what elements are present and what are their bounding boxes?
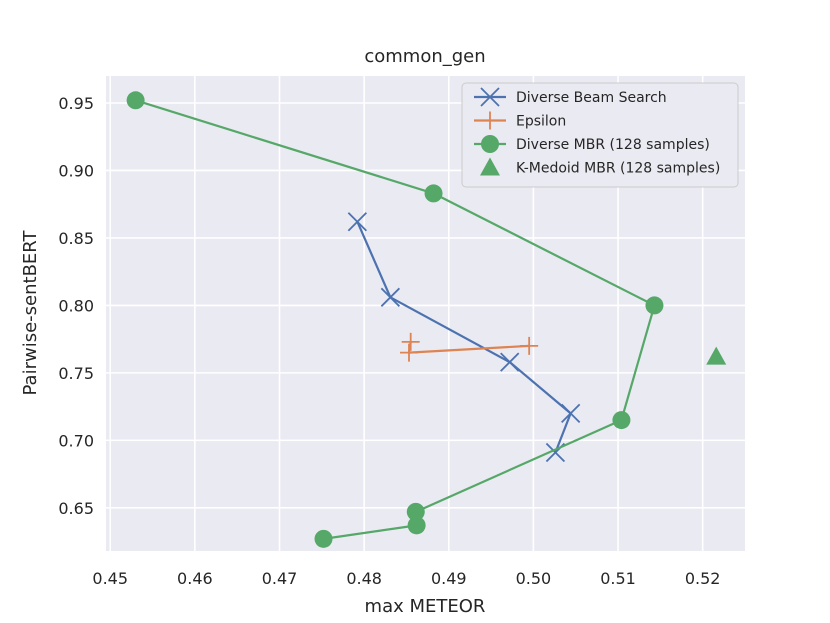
data-point <box>380 287 401 307</box>
y-tick-label: 0.95 <box>58 94 94 113</box>
legend-marker <box>481 111 499 130</box>
series-3 <box>706 346 727 365</box>
legend-label: Epsilon <box>516 114 566 130</box>
data-point <box>399 343 418 362</box>
y-axis-label: Pairwise-sentBERT <box>20 230 41 396</box>
legend: Diverse Beam Search Epsilon Diverse MBR (1… <box>461 82 739 188</box>
legend-label: K-Medoid MBR (128 samples) <box>516 161 720 177</box>
data-point <box>126 91 145 110</box>
data-point <box>347 212 368 232</box>
legend-label: Diverse Beam Search <box>516 90 667 106</box>
legend-box <box>461 82 739 188</box>
x-tick-label: 0.50 <box>516 569 552 588</box>
y-tick-label: 0.90 <box>58 161 94 180</box>
y-tick-label: 0.65 <box>58 499 94 518</box>
series-layer <box>126 91 727 548</box>
legend-label: Diverse MBR (128 samples) <box>516 137 710 153</box>
y-tick-label: 0.70 <box>58 431 94 450</box>
x-tick-label: 0.49 <box>431 569 467 588</box>
data-point <box>401 332 420 351</box>
y-tick-label: 0.85 <box>58 229 94 248</box>
x-tick-label: 0.52 <box>685 569 721 588</box>
x-tick-label: 0.45 <box>92 569 128 588</box>
legend-item: Diverse MBR (128 samples) <box>474 135 710 153</box>
data-point <box>520 336 539 355</box>
legend-item: Epsilon <box>474 111 566 130</box>
series-2 <box>126 91 664 548</box>
legend-item: Diverse Beam Search <box>474 87 667 107</box>
data-point <box>424 184 443 203</box>
data-point <box>406 502 425 521</box>
data-point <box>612 411 631 430</box>
data-point <box>500 352 520 372</box>
data-point <box>407 516 426 535</box>
data-point <box>561 403 581 423</box>
legend-marker <box>480 87 500 107</box>
legend-item: K-Medoid MBR (128 samples) <box>480 157 720 177</box>
data-point <box>645 296 664 315</box>
series-1 <box>399 332 539 362</box>
x-tick-label: 0.48 <box>346 569 382 588</box>
x-tick-label: 0.47 <box>262 569 298 588</box>
legend-marker <box>480 157 500 176</box>
y-tick-label: 0.75 <box>58 364 94 383</box>
data-point <box>706 346 727 365</box>
x-tick-label: 0.51 <box>600 569 636 588</box>
tick-labels: 0.45 0.46 0.47 0.48 0.49 0.50 0.51 0.52 0.65 0.70… <box>58 94 720 588</box>
x-axis-label: max METEOR <box>365 596 486 617</box>
x-tick-label: 0.46 <box>177 569 213 588</box>
chart-title: common_gen <box>364 46 485 67</box>
y-tick-label: 0.80 <box>58 296 94 315</box>
data-point <box>314 529 333 548</box>
legend-marker <box>481 135 499 153</box>
